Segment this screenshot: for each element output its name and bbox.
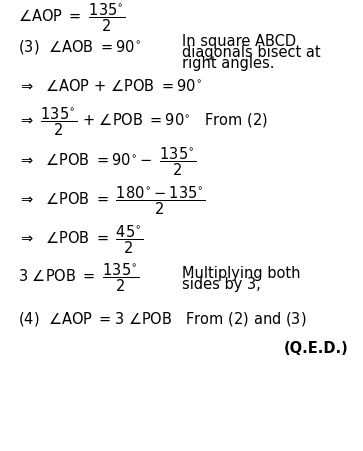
Text: sides by 3,: sides by 3,: [182, 276, 260, 291]
Text: $\Rightarrow$  $\angle$POB $=$ $\dfrac{45^{\circ}}{2}$: $\Rightarrow$ $\angle$POB $=$ $\dfrac{45…: [18, 223, 144, 256]
Text: $\Rightarrow$  $\angle$POB $=$ $\dfrac{180^{\circ}-135^{\circ}}{2}$: $\Rightarrow$ $\angle$POB $=$ $\dfrac{18…: [18, 184, 206, 216]
Text: $\Rightarrow$  $\angle$AOP $+$ $\angle$POB $= 90^{\circ}$: $\Rightarrow$ $\angle$AOP $+$ $\angle$PO…: [18, 78, 202, 94]
Text: (4)  $\angle$AOP $= 3$ $\angle$POB   From (2) and (3): (4) $\angle$AOP $= 3$ $\angle$POB From (…: [18, 309, 307, 327]
Text: $\angle$AOP $=$ $\dfrac{135^{\circ}}{2}$: $\angle$AOP $=$ $\dfrac{135^{\circ}}{2}$: [18, 2, 126, 34]
Text: 3 $\angle$POB $=$ $\dfrac{135^{\circ}}{2}$: 3 $\angle$POB $=$ $\dfrac{135^{\circ}}{2…: [18, 261, 140, 294]
Text: In square ABCD: In square ABCD: [182, 34, 295, 49]
Text: Multiplying both: Multiplying both: [182, 265, 300, 281]
Text: $\Rightarrow$  $\angle$POB $= 90^{\circ}-$ $\dfrac{135^{\circ}}{2}$: $\Rightarrow$ $\angle$POB $= 90^{\circ}-…: [18, 145, 197, 177]
Text: (Q.E.D.): (Q.E.D.): [284, 340, 348, 355]
Text: diagonals bisect at: diagonals bisect at: [182, 45, 320, 60]
Text: (3)  $\angle$AOB $= 90^{\circ}$: (3) $\angle$AOB $= 90^{\circ}$: [18, 38, 141, 56]
Text: $\Rightarrow$ $\dfrac{135^{\circ}}{2}$ $+$ $\angle$POB $= 90^{\circ}$   From (2): $\Rightarrow$ $\dfrac{135^{\circ}}{2}$ $…: [18, 106, 268, 138]
Text: right angles.: right angles.: [182, 55, 274, 71]
